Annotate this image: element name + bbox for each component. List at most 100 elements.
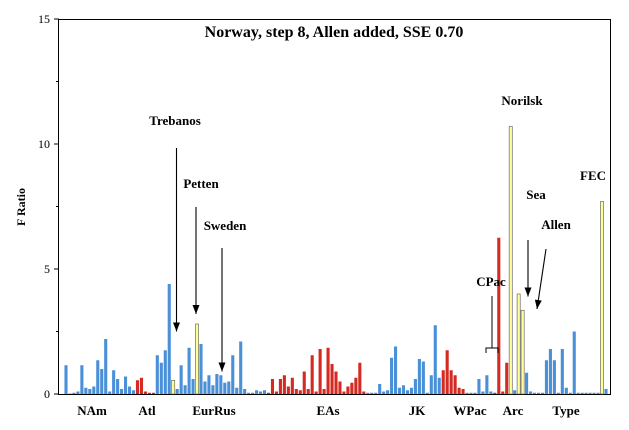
bar [429,375,433,394]
bar [532,392,537,394]
bar [370,392,374,394]
bar [588,392,592,394]
bar [322,389,326,394]
bar [576,392,580,394]
annotation-arrows [173,148,547,372]
bar [334,371,338,394]
bar [191,379,195,394]
bar [155,355,159,394]
group-labels: NAm Atl EurRus EAs JK WPac Arc Type [77,403,580,418]
bar [552,360,556,394]
bar [167,284,171,394]
bar [314,391,318,394]
bar [520,309,525,395]
group-label: Type [552,403,579,418]
bar [513,390,517,394]
bar [231,355,235,394]
chart-title: Norway, step 8, Allen added, SSE 0.70 [205,24,464,41]
bar [219,375,223,394]
bar [469,392,473,394]
bar [310,355,314,394]
bar [203,381,207,394]
bar [108,391,112,394]
bar [346,386,350,394]
bar [223,382,227,394]
bar [485,375,489,394]
bar [405,390,410,394]
bar [80,365,84,394]
annotation-label: Petten [183,176,219,191]
bar [298,390,302,394]
annotation-label: Trebanos [149,113,201,128]
bar [76,391,80,394]
bar [501,391,505,394]
bar [536,392,541,394]
bar [175,389,179,394]
annotation-arrow-head [534,299,542,309]
bar [286,386,290,394]
y-tick-label: 15 [38,12,50,26]
bar [302,371,306,394]
annotation-arrow-line [536,248,547,310]
bar [568,392,572,394]
y-tick-label: 0 [44,387,50,401]
bar [64,365,68,394]
bar [366,392,370,394]
annotation-label: Norilsk [501,93,543,108]
y-tick-label: 5 [44,262,50,276]
bar [262,390,267,394]
bar [88,389,92,394]
group-label: EurRus [192,403,235,418]
bar [139,377,143,394]
bar [92,386,96,394]
bar [516,293,521,395]
bar [266,392,271,394]
bar [104,339,108,394]
annotation-arrow-head [524,287,532,297]
bar [529,391,533,394]
bar [159,362,163,394]
bar [112,370,116,394]
bar [207,375,211,394]
bar [354,377,358,394]
bar [604,389,608,394]
group-label: Atl [138,403,156,418]
bar [255,390,259,394]
bar [215,374,219,394]
bar [409,387,413,394]
bar [421,361,425,394]
bar [453,375,457,394]
bar [481,391,485,394]
bar [548,349,552,394]
annotation-label: FEC [580,168,606,183]
bar [96,360,100,394]
bar [235,387,239,394]
annotation-label: Sweden [204,218,247,233]
bar [572,331,576,394]
bar [477,379,481,394]
bar [143,391,147,394]
bar [84,387,88,394]
bar [508,126,513,395]
bar [580,392,584,394]
bar [294,389,298,394]
bar [417,359,421,394]
annotation-label: Sea [526,187,546,202]
bar [394,346,398,394]
bar [596,392,600,394]
bar [183,385,187,394]
bar [497,237,501,394]
annotation-label: CPac [476,274,506,289]
bar [564,387,568,394]
group-label: NAm [77,403,107,418]
bar [135,380,140,394]
annotation-labels: Trebanos Petten Sweden Norilsk Sea Allen CPac F… [149,93,606,289]
bar [465,392,469,394]
bar [306,389,310,394]
bar [457,387,461,394]
bar [556,392,560,394]
bar [247,392,251,394]
group-label: WPac [453,403,486,418]
bar [461,389,465,394]
bar [259,391,263,394]
